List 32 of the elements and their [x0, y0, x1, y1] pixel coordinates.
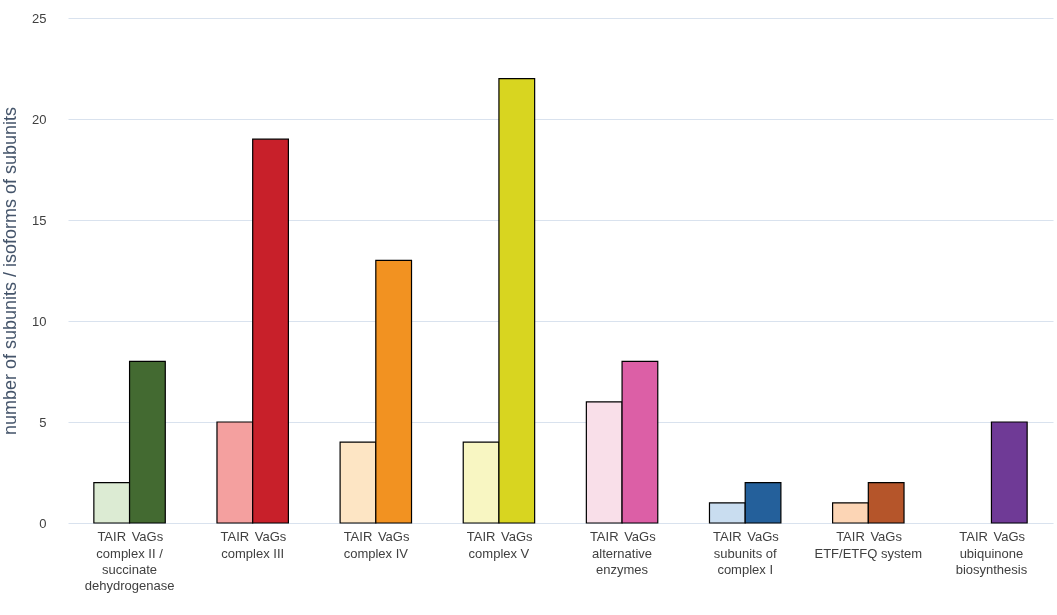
text: VaGs [993, 529, 1026, 544]
x-tick-label: complex III [221, 545, 285, 561]
text: VaGs [254, 529, 287, 544]
text: VaGs [501, 529, 533, 544]
y-tick-label: 15 [32, 212, 47, 228]
y-tick-label: 0 [39, 515, 47, 531]
text: TAIR [589, 529, 619, 544]
text: VaGs [624, 529, 656, 544]
x-tick-label: complex II / succinate dehydrogenase [84, 545, 175, 593]
y-tick-label: 5 [39, 414, 47, 430]
y-tick-label: 25 [32, 10, 47, 26]
text: TAIR [220, 529, 250, 544]
y-tick-label: 20 [32, 111, 47, 127]
text: TAIR [343, 529, 373, 544]
x-tick-label: ETF/ETFQ system [814, 545, 923, 561]
y-axis-title: number of subunits / isoforms of subunits [0, 106, 21, 436]
series-label: VaGs [131, 529, 164, 544]
text: TAIR [836, 529, 865, 544]
text: TAIR [466, 529, 496, 544]
series-label: TAIR [97, 529, 127, 544]
x-tick-label: complex V [468, 545, 530, 561]
x-tick-label: complex IV [343, 545, 409, 561]
x-tick-label: alternative enzymes [592, 545, 653, 577]
text: VaGs [747, 529, 779, 544]
bar [990, 421, 1028, 524]
y-tick-label: 10 [32, 313, 47, 329]
text: TAIR [713, 529, 742, 544]
x-tick-label: ubiquinone biosynthesis [955, 545, 1028, 577]
text: TAIR [959, 529, 988, 544]
x-tick-label: subunits of complex I [713, 545, 778, 577]
text: VaGs [870, 529, 902, 544]
text: VaGs [377, 529, 410, 544]
